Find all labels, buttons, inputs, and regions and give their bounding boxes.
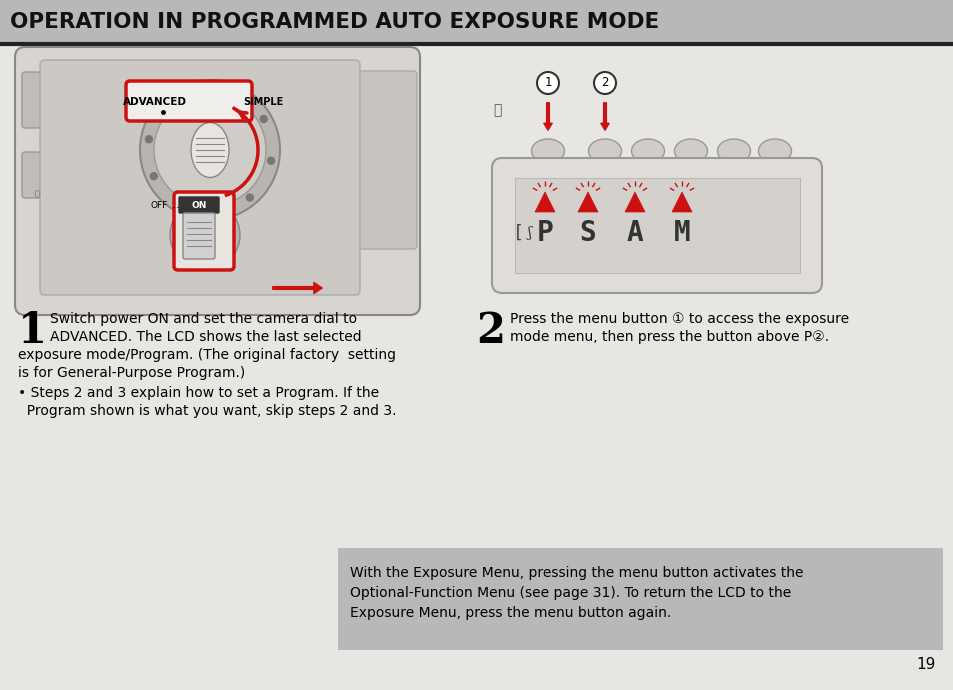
Text: OFF: OFF — [151, 201, 168, 210]
Circle shape — [594, 72, 616, 94]
FancyBboxPatch shape — [126, 81, 252, 121]
Text: SIMPLE: SIMPLE — [243, 97, 283, 107]
Text: A: A — [626, 219, 642, 247]
Ellipse shape — [191, 123, 229, 177]
Text: 1: 1 — [543, 77, 551, 90]
Text: .: . — [172, 199, 175, 212]
Circle shape — [151, 172, 157, 179]
Ellipse shape — [674, 139, 707, 163]
FancyBboxPatch shape — [351, 71, 416, 249]
Text: exposure mode/Program. (The original factory  setting: exposure mode/Program. (The original fac… — [18, 348, 395, 362]
Circle shape — [170, 200, 240, 270]
Text: ADVANCED: ADVANCED — [123, 97, 187, 107]
Circle shape — [228, 88, 234, 95]
FancyBboxPatch shape — [40, 60, 359, 295]
Ellipse shape — [588, 139, 620, 163]
Text: mode menu, then press the button above P②.: mode menu, then press the button above P… — [510, 330, 828, 344]
Text: OPERATION IN PROGRAMMED AUTO EXPOSURE MODE: OPERATION IN PROGRAMMED AUTO EXPOSURE MO… — [10, 12, 659, 32]
Text: With the Exposure Menu, pressing the menu button activates the: With the Exposure Menu, pressing the men… — [350, 566, 802, 580]
Text: [: [ — [512, 224, 523, 242]
Text: 2: 2 — [600, 77, 608, 90]
Circle shape — [167, 99, 173, 106]
Ellipse shape — [717, 139, 750, 163]
FancyBboxPatch shape — [22, 152, 50, 198]
FancyBboxPatch shape — [183, 213, 214, 259]
Text: 1: 1 — [18, 310, 47, 352]
Text: M: M — [673, 219, 690, 247]
Polygon shape — [535, 192, 555, 212]
Circle shape — [260, 115, 267, 123]
Ellipse shape — [631, 139, 664, 163]
Circle shape — [537, 72, 558, 94]
Text: 19: 19 — [916, 657, 935, 672]
FancyBboxPatch shape — [22, 72, 50, 128]
Text: ⎕: ⎕ — [493, 103, 500, 117]
Polygon shape — [624, 192, 644, 212]
Text: Press the menu button ① to access the exposure: Press the menu button ① to access the ex… — [510, 312, 848, 326]
FancyBboxPatch shape — [15, 47, 419, 315]
Circle shape — [145, 136, 152, 143]
Text: is for General-Purpose Program.): is for General-Purpose Program.) — [18, 366, 245, 380]
FancyBboxPatch shape — [492, 158, 821, 293]
Bar — [0, 0, 953, 44]
Circle shape — [177, 207, 233, 263]
FancyBboxPatch shape — [173, 192, 233, 270]
Circle shape — [267, 157, 274, 164]
Text: Optional-Function Menu (see page 31). To return the LCD to the: Optional-Function Menu (see page 31). To… — [350, 586, 790, 600]
Text: Exposure Menu, press the menu button again.: Exposure Menu, press the menu button aga… — [350, 606, 671, 620]
Bar — [337, 548, 942, 650]
Text: Switch power ON and set the camera dial to: Switch power ON and set the camera dial … — [50, 312, 356, 326]
Text: Program shown is what you want, skip steps 2 and 3.: Program shown is what you want, skip ste… — [18, 404, 396, 418]
Polygon shape — [578, 192, 598, 212]
Text: 2: 2 — [476, 310, 504, 352]
Text: ʃ: ʃ — [527, 226, 532, 240]
Text: • Steps 2 and 3 explain how to set a Program. If the: • Steps 2 and 3 explain how to set a Pro… — [18, 386, 378, 400]
Ellipse shape — [531, 139, 564, 163]
FancyBboxPatch shape — [179, 197, 219, 213]
Circle shape — [246, 194, 253, 201]
Text: ADVANCED. The LCD shows the last selected: ADVANCED. The LCD shows the last selecte… — [50, 330, 361, 344]
Polygon shape — [671, 192, 691, 212]
Text: .: . — [175, 199, 180, 212]
Text: ON: ON — [192, 201, 207, 210]
Text: 0: 0 — [33, 190, 40, 200]
Circle shape — [185, 205, 193, 212]
Circle shape — [153, 94, 266, 206]
Circle shape — [140, 80, 280, 220]
Bar — [515, 178, 800, 273]
Ellipse shape — [758, 139, 791, 163]
Text: S: S — [579, 219, 596, 247]
Text: P: P — [536, 219, 553, 247]
